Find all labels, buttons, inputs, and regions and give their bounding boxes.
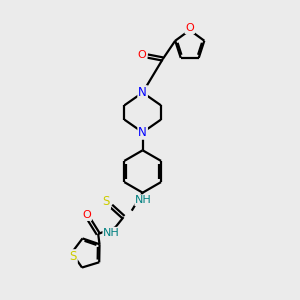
Text: S: S <box>70 250 77 263</box>
Text: NH: NH <box>103 228 120 238</box>
Text: NH: NH <box>135 195 152 205</box>
Text: S: S <box>103 195 110 208</box>
Text: O: O <box>82 210 91 220</box>
Text: N: N <box>138 126 147 139</box>
Text: O: O <box>138 50 147 60</box>
Text: O: O <box>185 23 194 33</box>
Text: N: N <box>138 86 147 99</box>
